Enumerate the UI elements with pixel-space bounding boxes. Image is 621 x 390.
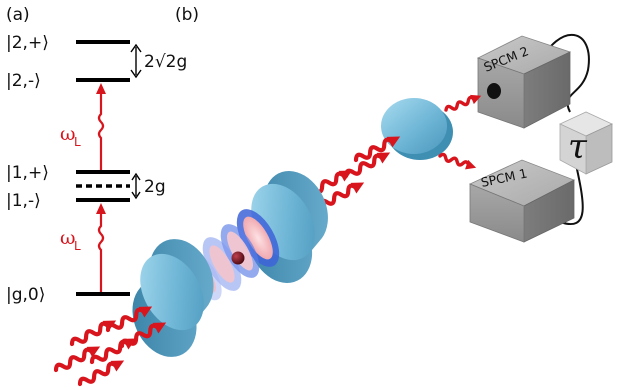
level-label-1minus: |1,-⟩ (6, 191, 41, 211)
laser-freq-sub-upper: L (74, 135, 81, 149)
detector-spcm1: SPCM 1 (468, 159, 575, 243)
level-label-2minus: |2,-⟩ (6, 71, 41, 91)
level-label-2plus: |2,+⟩ (6, 33, 49, 53)
detector-spcm2: SPCM 2 (476, 35, 572, 129)
beam-splitter (381, 98, 453, 160)
cavity-mode (188, 209, 280, 301)
pulse-to-spcm1 (436, 149, 480, 175)
splitting-label-lower: 2g (144, 177, 166, 197)
delay-tau-symbol: τ (568, 127, 588, 167)
panel-label-a: (a) (6, 5, 30, 25)
level-label-1plus: |1,+⟩ (6, 163, 49, 183)
splitting-arrow-lower (131, 172, 141, 200)
laser-freq-sub-lower: L (74, 239, 81, 253)
cavity-mirror-left (132, 239, 214, 357)
cable-spcm1 (559, 159, 584, 225)
laser-freq-label-upper: ω (60, 123, 76, 145)
delay-box: τ (559, 111, 613, 175)
pulse-to-spcm2 (442, 89, 485, 117)
excitation-arrow-upper (96, 83, 106, 170)
level-label-g0: |g,0⟩ (6, 285, 45, 305)
spcm2-aperture (487, 83, 501, 99)
atom (231, 251, 245, 265)
splitting-arrow-upper (130, 43, 142, 79)
laser-freq-label-lower: ω (60, 227, 76, 249)
excitation-arrow-lower (96, 203, 106, 292)
panel-label-b: (b) (175, 5, 199, 25)
splitting-label-upper: 2√2g (144, 52, 187, 72)
